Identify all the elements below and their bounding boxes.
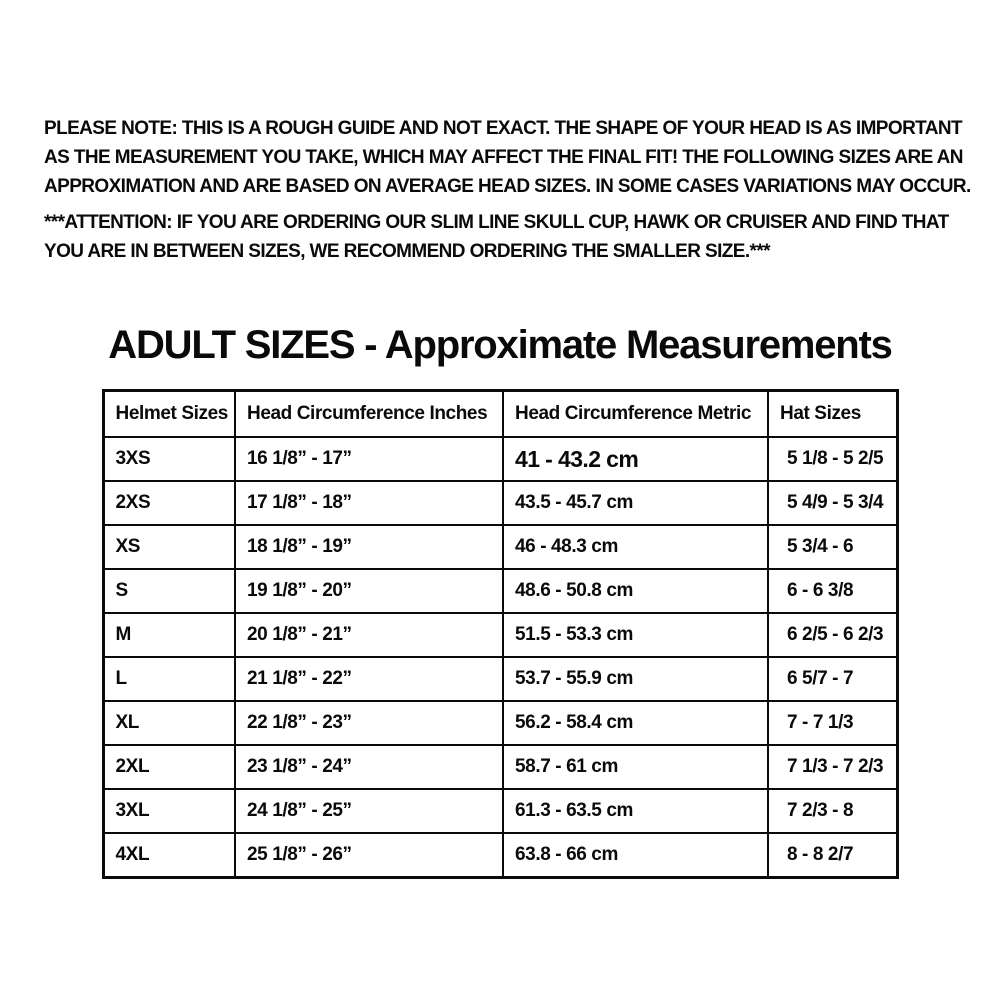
table-cell-hat-size: 5 3/4 - 6 <box>767 524 898 570</box>
table-cell-hat-size: 6 5/7 - 7 <box>767 656 898 702</box>
table-cell-helmet-size: L <box>102 656 236 702</box>
table-cell-helmet-size: M <box>102 612 236 658</box>
attention-line: ***ATTENTION: IF YOU ARE ORDERING OUR SL… <box>44 212 949 233</box>
page-title: ADULT SIZES - Approximate Measurements <box>108 323 893 367</box>
table-cell-hat-size: 5 4/9 - 5 3/4 <box>767 480 898 526</box>
table-cell-metric: 61.3 - 63.5 cm <box>502 788 769 834</box>
table-cell-hat-size: 8 - 8 2/7 <box>767 832 898 879</box>
table-cell-helmet-size: 3XS <box>102 436 236 482</box>
table-cell-inches: 25 1/8” - 26” <box>234 832 504 879</box>
column-header-circumference-inches: Head Circumference Inches <box>234 389 504 438</box>
table-row: 2XS 17 1/8” - 18” 43.5 - 45.7 cm 5 4/9 -… <box>102 480 898 526</box>
table-cell-metric: 58.7 - 61 cm <box>502 744 769 790</box>
table-cell-helmet-size: 4XL <box>102 832 236 879</box>
table-cell-helmet-size: S <box>102 568 236 614</box>
table-row: XS 18 1/8” - 19” 46 - 48.3 cm 5 3/4 - 6 <box>102 524 898 570</box>
table-cell-metric: 53.7 - 55.9 cm <box>502 656 769 702</box>
table-cell-hat-size: 7 - 7 1/3 <box>767 700 898 746</box>
note-line: APPROXIMATION AND ARE BASED ON AVERAGE H… <box>44 176 971 197</box>
table-cell-metric: 48.6 - 50.8 cm <box>502 568 769 614</box>
table-cell-hat-size: 7 1/3 - 7 2/3 <box>767 744 898 790</box>
table-cell-inches: 17 1/8” - 18” <box>234 480 504 526</box>
table-row: S 19 1/8” - 20” 48.6 - 50.8 cm 6 - 6 3/8 <box>102 568 898 614</box>
table-row: 3XL 24 1/8” - 25” 61.3 - 63.5 cm 7 2/3 -… <box>102 788 898 834</box>
note-line: AS THE MEASUREMENT YOU TAKE, WHICH MAY A… <box>44 147 964 168</box>
attention-line: YOU ARE IN BETWEEN SIZES, WE RECOMMEND O… <box>44 241 771 262</box>
table-cell-metric: 63.8 - 66 cm <box>502 832 769 879</box>
table-cell-helmet-size: 3XL <box>102 788 236 834</box>
table-cell-metric: 56.2 - 58.4 cm <box>502 700 769 746</box>
table-header-row: Helmet Sizes Head Circumference Inches H… <box>102 389 898 438</box>
table-cell-metric: 51.5 - 53.3 cm <box>502 612 769 658</box>
table-cell-metric: 43.5 - 45.7 cm <box>502 480 769 526</box>
table-cell-hat-size: 6 2/5 - 6 2/3 <box>767 612 898 658</box>
column-header-helmet-sizes: Helmet Sizes <box>102 389 236 438</box>
table-cell-inches: 23 1/8” - 24” <box>234 744 504 790</box>
column-header-hat-sizes: Hat Sizes <box>767 389 898 438</box>
table-row: 4XL 25 1/8” - 26” 63.8 - 66 cm 8 - 8 2/7 <box>102 832 898 879</box>
table-cell-helmet-size: 2XL <box>102 744 236 790</box>
table-row: 3XS 16 1/8” - 17” 41 - 43.2 cm 5 1/8 - 5… <box>102 436 898 482</box>
table-cell-hat-size: 5 1/8 - 5 2/5 <box>767 436 898 482</box>
table-row: M 20 1/8” - 21” 51.5 - 53.3 cm 6 2/5 - 6… <box>102 612 898 658</box>
table-cell-helmet-size: XS <box>102 524 236 570</box>
table-cell-metric: 41 - 43.2 cm <box>502 436 769 482</box>
table-cell-hat-size: 7 2/3 - 8 <box>767 788 898 834</box>
table-cell-inches: 19 1/8” - 20” <box>234 568 504 614</box>
table-cell-inches: 18 1/8” - 19” <box>234 524 504 570</box>
table-cell-inches: 22 1/8” - 23” <box>234 700 504 746</box>
note-line: PLEASE NOTE: THIS IS A ROUGH GUIDE AND N… <box>44 118 963 139</box>
attention-paragraph: ***ATTENTION: IF YOU ARE ORDERING OUR SL… <box>44 208 956 266</box>
table-cell-inches: 16 1/8” - 17” <box>234 436 504 482</box>
table-cell-inches: 21 1/8” - 22” <box>234 656 504 702</box>
table-cell-inches: 24 1/8” - 25” <box>234 788 504 834</box>
table-cell-metric: 46 - 48.3 cm <box>502 524 769 570</box>
table-cell-helmet-size: XL <box>102 700 236 746</box>
content-area: PLEASE NOTE: THIS IS A ROUGH GUIDE AND N… <box>0 114 1000 879</box>
table-cell-hat-size: 6 - 6 3/8 <box>767 568 898 614</box>
table-cell-helmet-size: 2XS <box>102 480 236 526</box>
table-row: XL 22 1/8” - 23” 56.2 - 58.4 cm 7 - 7 1/… <box>102 700 898 746</box>
column-header-circumference-metric: Head Circumference Metric <box>502 389 769 438</box>
adult-sizes-table: Helmet Sizes Head Circumference Inches H… <box>101 389 899 879</box>
note-paragraph: PLEASE NOTE: THIS IS A ROUGH GUIDE AND N… <box>44 114 971 201</box>
table-row: 2XL 23 1/8” - 24” 58.7 - 61 cm 7 1/3 - 7… <box>102 744 898 790</box>
table-cell-inches: 20 1/8” - 21” <box>234 612 504 658</box>
table-row: L 21 1/8” - 22” 53.7 - 55.9 cm 6 5/7 - 7 <box>102 656 898 702</box>
